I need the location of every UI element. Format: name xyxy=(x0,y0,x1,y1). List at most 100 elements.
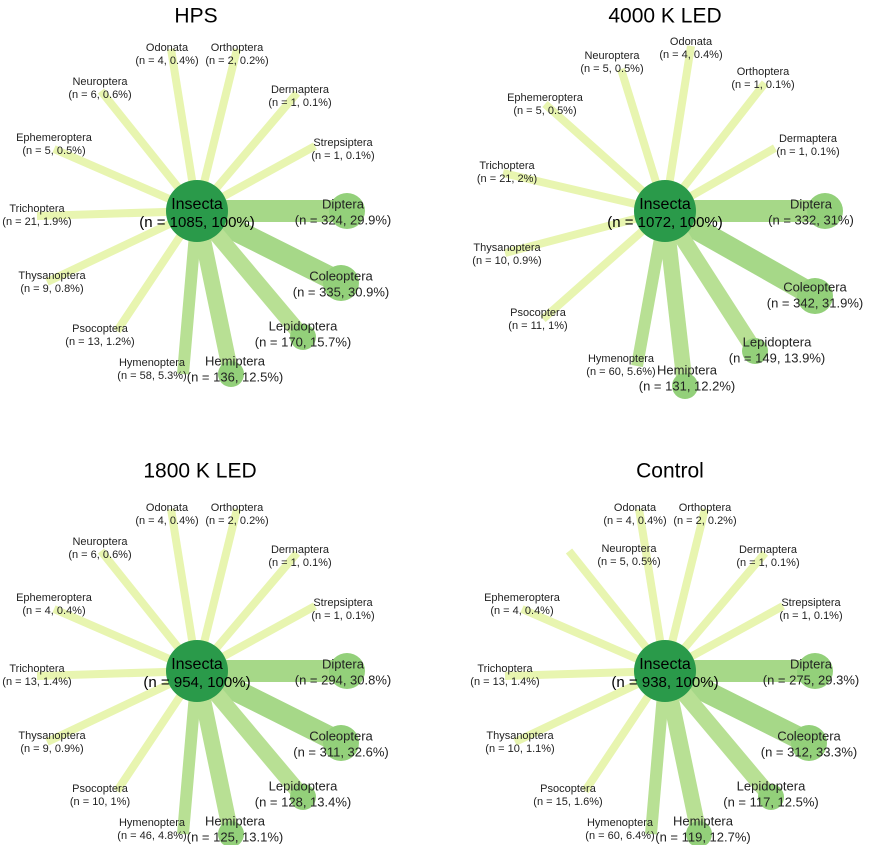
taxon-label: Odonata xyxy=(146,42,189,54)
taxon-label: Diptera xyxy=(790,196,833,211)
hub-label: Insecta xyxy=(171,656,223,673)
taxon-count: (n = 128, 13.4%) xyxy=(255,794,351,809)
taxon-count: (n = 117, 12.5%) xyxy=(723,794,819,809)
taxon-label: Hemiptera xyxy=(205,353,266,368)
taxon-node xyxy=(686,821,712,845)
taxon-node xyxy=(290,324,316,350)
taxon-count: (n = 1, 0.1%) xyxy=(311,610,374,622)
taxon-label: Ephemeroptera xyxy=(507,92,584,104)
taxon-count: (n = 1, 0.1%) xyxy=(311,150,374,162)
taxon-count: (n = 5, 0.5%) xyxy=(597,556,660,568)
taxon-node xyxy=(329,653,365,689)
taxon-count: (n = 1, 0.1%) xyxy=(268,97,331,109)
taxon-count: (n = 13, 1.2%) xyxy=(65,336,134,348)
taxon-count: (n = 46, 4.8%) xyxy=(117,830,186,842)
taxon-label: Hymenoptera xyxy=(119,817,186,829)
taxon-count: (n = 5, 0.5%) xyxy=(513,105,576,117)
taxon-count: (n = 13, 1.4%) xyxy=(2,676,71,688)
hub-node xyxy=(166,180,228,242)
taxon-count: (n = 2, 0.2%) xyxy=(205,515,268,527)
taxon-node xyxy=(323,265,359,301)
taxon-count: (n = 60, 5.6%) xyxy=(586,366,655,378)
taxon-count: (n = 5, 0.5%) xyxy=(22,145,85,157)
taxon-count: (n = 324, 29.9%) xyxy=(295,212,391,227)
hub-count: (n = 1072, 100%) xyxy=(607,214,723,231)
taxon-count: (n = 1, 0.1%) xyxy=(731,79,794,91)
taxon-count: (n = 15, 1.6%) xyxy=(533,796,602,808)
taxon-node xyxy=(742,338,768,364)
taxon-label: Hemiptera xyxy=(657,362,718,377)
taxon-label: Odonata xyxy=(146,502,189,514)
taxon-label: Strepsiptera xyxy=(781,597,841,609)
taxon-label: Orthoptera xyxy=(679,502,732,514)
hub-label: Insecta xyxy=(171,196,223,213)
taxon-count: (n = 4, 0.4%) xyxy=(135,55,198,67)
taxon-label: Hymenoptera xyxy=(588,353,655,365)
taxon-count: (n = 4, 0.4%) xyxy=(659,49,722,61)
taxon-label: Ephemeroptera xyxy=(16,132,93,144)
taxon-count: (n = 21, 2%) xyxy=(477,173,537,185)
network-panel: 4000 K LED Insecta(n = 1072, 100%) Neuropt… xyxy=(472,5,863,399)
taxon-count: (n = 1, 0.1%) xyxy=(268,557,331,569)
taxon-label: Hemiptera xyxy=(673,813,734,828)
taxon-node xyxy=(807,193,843,229)
taxon-count: (n = 5, 0.5%) xyxy=(580,63,643,75)
taxon-label: Diptera xyxy=(790,656,833,671)
taxon-count: (n = 58, 5.3%) xyxy=(117,370,186,382)
taxon-label: Lepidoptera xyxy=(743,334,812,349)
taxon-count: (n = 6, 0.6%) xyxy=(68,549,131,561)
hub-count: (n = 1085, 100%) xyxy=(139,214,255,231)
taxon-label: Hymenoptera xyxy=(119,357,186,369)
taxon-label: Orthoptera xyxy=(737,66,790,78)
taxon-count: (n = 60, 6.4%) xyxy=(585,830,654,842)
taxon-label: Neuroptera xyxy=(72,76,128,88)
taxon-node xyxy=(758,784,784,810)
taxon-count: (n = 131, 12.2%) xyxy=(639,378,735,393)
hub-node xyxy=(166,640,228,702)
taxon-count: (n = 294, 30.8%) xyxy=(295,672,391,687)
taxon-label: Thysanoptera xyxy=(18,730,86,742)
taxon-count: (n = 4, 0.4%) xyxy=(603,515,666,527)
panel-title: 4000 K LED xyxy=(608,5,721,28)
taxon-label: Dermaptera xyxy=(271,84,330,96)
hub-label: Insecta xyxy=(639,656,691,673)
hub-node xyxy=(634,180,696,242)
taxon-label: Trichoptera xyxy=(9,203,65,215)
taxon-count: (n = 6, 0.6%) xyxy=(68,89,131,101)
taxon-label: Lepidoptera xyxy=(737,778,806,793)
taxon-node xyxy=(323,725,359,761)
taxon-node xyxy=(290,784,316,810)
taxon-count: (n = 10, 1.1%) xyxy=(485,743,554,755)
taxon-count: (n = 10, 1%) xyxy=(70,796,130,808)
taxon-label: Orthoptera xyxy=(211,502,264,514)
taxon-count: (n = 170, 15.7%) xyxy=(255,334,351,349)
taxon-label: Odonata xyxy=(614,502,657,514)
taxon-label: Hymenoptera xyxy=(587,817,654,829)
taxon-label: Psocoptera xyxy=(72,323,129,335)
taxon-label: Psocoptera xyxy=(72,783,129,795)
taxon-node xyxy=(218,361,244,387)
taxon-label: Thysanoptera xyxy=(473,242,541,254)
taxon-label: Dermaptera xyxy=(271,544,330,556)
taxon-label: Orthoptera xyxy=(211,42,264,54)
taxon-count: (n = 4, 0.4%) xyxy=(22,605,85,617)
hub-count: (n = 954, 100%) xyxy=(143,674,250,691)
taxon-label: Lepidoptera xyxy=(269,318,338,333)
taxon-node xyxy=(797,278,833,314)
taxon-count: (n = 149, 13.9%) xyxy=(729,350,825,365)
taxon-count: (n = 1, 0.1%) xyxy=(779,610,842,622)
taxon-count: (n = 2, 0.2%) xyxy=(673,515,736,527)
taxon-label: Coleoptera xyxy=(309,728,373,743)
taxon-label: Neuroptera xyxy=(584,50,640,62)
taxon-node xyxy=(791,725,827,761)
taxon-count: (n = 2, 0.2%) xyxy=(205,55,268,67)
taxon-label: Trichoptera xyxy=(477,663,533,675)
taxon-count: (n = 1, 0.1%) xyxy=(776,146,839,158)
taxon-count: (n = 342, 31.9%) xyxy=(767,295,863,310)
panel-title: Control xyxy=(636,460,704,483)
taxon-count: (n = 11, 1%) xyxy=(508,320,567,332)
panel-title: HPS xyxy=(174,5,217,28)
taxon-count: (n = 332, 31%) xyxy=(768,212,854,227)
